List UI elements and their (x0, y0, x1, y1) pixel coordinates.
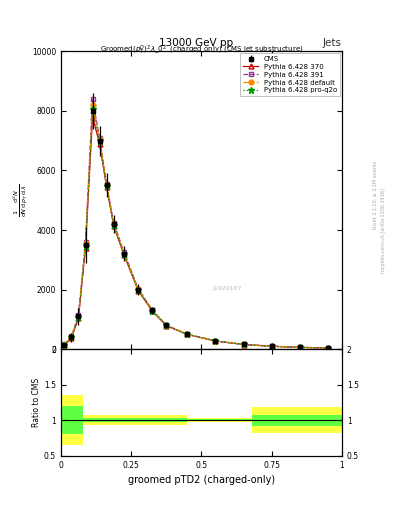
Text: Jets: Jets (323, 38, 342, 49)
Pythia 6.428 370 (325, 345, 330, 351)
Pythia 6.428 370 (97, 140, 102, 146)
Pythia 6.428 391 (213, 338, 218, 344)
Pythia 6.428 default (122, 251, 127, 257)
Title: Groomed$(p_T^D)^2\lambda\_0^2$  (charged only) (CMS jet substructure): Groomed$(p_T^D)^2\lambda\_0^2$ (charged … (100, 44, 303, 57)
Pythia 6.428 391 (69, 333, 74, 339)
Pythia 6.428 pro-q2o (97, 138, 102, 144)
Pythia 6.428 pro-q2o (325, 345, 330, 351)
Pythia 6.428 default (185, 331, 190, 337)
Pythia 6.428 370 (83, 245, 88, 251)
Pythia 6.428 default (104, 182, 109, 188)
Pythia 6.428 pro-q2o (269, 343, 274, 349)
Pythia 6.428 pro-q2o (298, 344, 302, 350)
Pythia 6.428 370 (185, 331, 190, 337)
Line: Pythia 6.428 pro-q2o: Pythia 6.428 pro-q2o (61, 106, 331, 351)
Pythia 6.428 default (298, 344, 302, 350)
Pythia 6.428 pro-q2o (90, 106, 95, 113)
Pythia 6.428 default (76, 312, 81, 318)
Pythia 6.428 pro-q2o (241, 342, 246, 348)
Pythia 6.428 default (136, 286, 141, 292)
Pythia 6.428 370 (298, 344, 302, 350)
Pythia 6.428 391 (122, 249, 127, 255)
Pythia 6.428 391 (90, 96, 95, 102)
Pythia 6.428 370 (111, 223, 116, 229)
Pythia 6.428 391 (298, 344, 302, 350)
Y-axis label: Ratio to CMS: Ratio to CMS (32, 378, 41, 427)
Pythia 6.428 pro-q2o (150, 308, 154, 314)
Pythia 6.428 default (62, 342, 67, 348)
Pythia 6.428 370 (76, 315, 81, 321)
Pythia 6.428 391 (111, 220, 116, 226)
Pythia 6.428 default (325, 345, 330, 351)
Pythia 6.428 pro-q2o (164, 323, 169, 329)
Pythia 6.428 pro-q2o (122, 251, 127, 258)
Pythia 6.428 370 (90, 114, 95, 120)
Line: Pythia 6.428 370: Pythia 6.428 370 (62, 114, 330, 351)
Pythia 6.428 391 (62, 342, 67, 348)
Pythia 6.428 default (90, 102, 95, 108)
Pythia 6.428 370 (269, 343, 274, 349)
Pythia 6.428 391 (269, 343, 274, 349)
Pythia 6.428 default (269, 343, 274, 349)
Text: mcplots.cern.ch [arXiv:1306.3436]: mcplots.cern.ch [arXiv:1306.3436] (381, 188, 386, 273)
Pythia 6.428 370 (213, 338, 218, 344)
Pythia 6.428 370 (150, 308, 154, 314)
X-axis label: groomed pTD2 (charged-only): groomed pTD2 (charged-only) (128, 475, 275, 485)
Pythia 6.428 370 (136, 287, 141, 293)
Pythia 6.428 default (97, 136, 102, 142)
Pythia 6.428 pro-q2o (83, 243, 88, 249)
Pythia 6.428 default (69, 334, 74, 340)
Line: Pythia 6.428 391: Pythia 6.428 391 (62, 96, 330, 350)
Pythia 6.428 default (83, 240, 88, 246)
Pythia 6.428 391 (104, 181, 109, 187)
Pythia 6.428 391 (150, 307, 154, 313)
Text: J1920187: J1920187 (213, 286, 242, 291)
Pythia 6.428 391 (185, 331, 190, 337)
Pythia 6.428 391 (136, 286, 141, 292)
Pythia 6.428 391 (241, 342, 246, 348)
Pythia 6.428 pro-q2o (111, 222, 116, 228)
Pythia 6.428 pro-q2o (76, 314, 81, 320)
Pythia 6.428 391 (83, 239, 88, 245)
Pythia 6.428 pro-q2o (69, 334, 74, 340)
Text: 13000 GeV pp: 13000 GeV pp (160, 38, 233, 49)
Pythia 6.428 pro-q2o (185, 331, 190, 337)
Pythia 6.428 default (111, 221, 116, 227)
Pythia 6.428 pro-q2o (136, 287, 141, 293)
Pythia 6.428 370 (164, 323, 169, 329)
Pythia 6.428 pro-q2o (62, 342, 67, 348)
Pythia 6.428 default (213, 338, 218, 344)
Pythia 6.428 default (150, 307, 154, 313)
Pythia 6.428 370 (241, 342, 246, 348)
Pythia 6.428 391 (97, 135, 102, 141)
Pythia 6.428 391 (164, 322, 169, 328)
Y-axis label: $\frac{1}{\mathrm{d}N}\frac{\mathrm{d}^2 N}{\mathrm{d}\,p_T\,\mathrm{d}\,\lambda: $\frac{1}{\mathrm{d}N}\frac{\mathrm{d}^2… (12, 183, 30, 217)
Pythia 6.428 370 (62, 342, 67, 348)
Pythia 6.428 default (164, 322, 169, 328)
Pythia 6.428 391 (76, 312, 81, 318)
Pythia 6.428 pro-q2o (104, 183, 109, 189)
Pythia 6.428 391 (325, 345, 330, 351)
Pythia 6.428 default (241, 342, 246, 348)
Pythia 6.428 370 (122, 252, 127, 259)
Pythia 6.428 pro-q2o (213, 338, 218, 344)
Pythia 6.428 370 (69, 335, 74, 341)
Legend: CMS, Pythia 6.428 370, Pythia 6.428 391, Pythia 6.428 default, Pythia 6.428 pro-: CMS, Pythia 6.428 370, Pythia 6.428 391,… (240, 53, 340, 96)
Line: Pythia 6.428 default: Pythia 6.428 default (62, 102, 330, 351)
Pythia 6.428 370 (104, 184, 109, 190)
Text: Rivet 3.1.10, ≥ 3.1M events: Rivet 3.1.10, ≥ 3.1M events (373, 160, 378, 229)
